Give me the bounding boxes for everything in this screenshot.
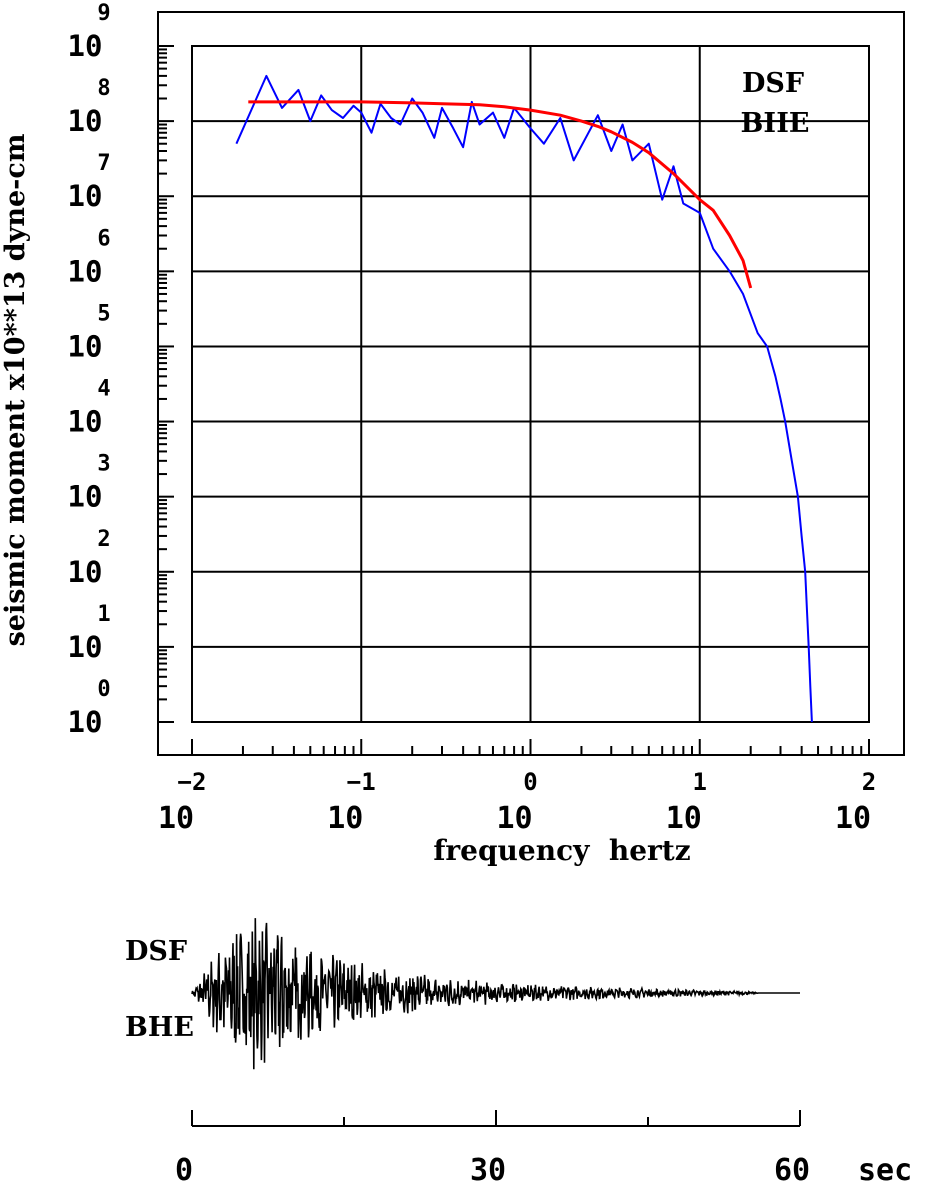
y-tick-exponent: 5 xyxy=(97,301,110,326)
y-tick-exponent: 0 xyxy=(97,677,110,702)
seismogram-chart: DSF BHE 0 30 60 sec xyxy=(125,918,912,1184)
y-axis-label: seismic moment x10**13 dyne-cm xyxy=(0,134,31,647)
y-tick-exponent: 1 xyxy=(97,602,110,627)
y-tick-base: 10 xyxy=(68,555,103,589)
y-tick-base: 10 xyxy=(68,104,103,138)
time-tick-label: 30 xyxy=(470,1153,506,1184)
spectrum-series xyxy=(235,74,813,723)
x-tick-exponent: 2 xyxy=(862,768,876,796)
y-tick-base: 10 xyxy=(68,254,103,288)
y-tick-exponent: 4 xyxy=(97,377,110,402)
y-tick-exponent: 3 xyxy=(97,452,110,477)
y-tick-base: 10 xyxy=(68,705,103,739)
spectrum-line xyxy=(235,74,813,723)
y-tick-exponent: 9 xyxy=(97,1,110,26)
y-tick-exponent: 2 xyxy=(97,527,110,552)
time-tick-label: 0 xyxy=(175,1153,193,1184)
minor-ticks xyxy=(158,45,870,755)
model-fit-line xyxy=(248,100,753,289)
x-tick-exponent: −1 xyxy=(347,768,376,796)
y-tick-base: 10 xyxy=(68,329,103,363)
y-tick-exponent: 8 xyxy=(97,76,110,101)
channel-annotation: BHE xyxy=(741,108,810,139)
seismogram-line xyxy=(191,918,800,1070)
x-tick-base: 10 xyxy=(496,801,532,836)
x-tick-exponent: 1 xyxy=(693,768,707,796)
x-tick-base: 10 xyxy=(327,801,363,836)
grid xyxy=(192,46,869,722)
x-tick-labels: −2 10 −1 10 0 10 1 10 2 10 xyxy=(158,768,876,836)
time-unit-label: sec xyxy=(858,1153,912,1184)
time-axis: 0 30 60 xyxy=(175,1110,810,1184)
time-tick-label: 60 xyxy=(774,1153,810,1184)
seismogram-trace xyxy=(191,918,800,1070)
x-tick-base: 10 xyxy=(835,801,871,836)
y-tick-base: 10 xyxy=(68,630,103,664)
y-tick-base: 10 xyxy=(68,179,103,213)
x-tick-base: 10 xyxy=(666,801,702,836)
x-tick-base: 10 xyxy=(158,801,194,836)
y-tick-labels: 10 0 10 1 10 2 10 3 10 4 10 5 10 6 10 7 10 8 10 9 xyxy=(68,1,111,739)
x-axis-label: frequency hertz xyxy=(433,834,690,867)
y-tick-base: 10 xyxy=(68,29,103,63)
y-tick-base: 10 xyxy=(68,480,103,514)
station-annotation: DSF xyxy=(742,68,804,99)
y-tick-exponent: 7 xyxy=(97,151,110,176)
x-tick-exponent: 0 xyxy=(523,768,537,796)
y-tick-base: 10 xyxy=(68,405,103,439)
seismogram-station-label: DSF xyxy=(125,936,187,967)
y-tick-exponent: 6 xyxy=(97,226,110,251)
x-tick-exponent: −2 xyxy=(178,768,207,796)
seismogram-channel-label: BHE xyxy=(125,1012,194,1043)
